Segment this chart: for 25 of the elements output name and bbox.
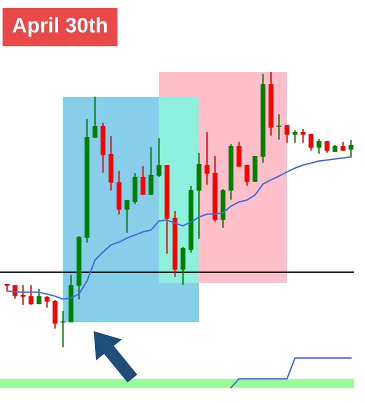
candlestick	[308, 133, 314, 152]
candlestick	[180, 246, 186, 286]
candlestick	[204, 131, 210, 186]
candlestick	[276, 113, 282, 140]
candlestick	[324, 140, 330, 154]
candlestick	[44, 295, 50, 308]
candlestick	[28, 284, 34, 306]
candlestick	[236, 141, 242, 168]
candlestick	[244, 164, 250, 186]
candlestick	[52, 299, 58, 330]
candlestick	[140, 165, 146, 196]
candlestick	[12, 284, 18, 300]
candlestick	[92, 96, 98, 138]
candlestick	[60, 310, 66, 348]
candlestick	[316, 138, 322, 154]
chart-title: April 30th	[12, 17, 107, 37]
candlestick	[348, 139, 354, 158]
candlestick	[300, 128, 306, 144]
candlestick	[156, 137, 162, 178]
candlestick	[36, 288, 42, 305]
candlestick	[284, 124, 290, 144]
candlestick	[148, 146, 154, 196]
candlestick	[124, 199, 130, 234]
candlestick	[292, 129, 298, 144]
candlestick	[20, 284, 26, 306]
